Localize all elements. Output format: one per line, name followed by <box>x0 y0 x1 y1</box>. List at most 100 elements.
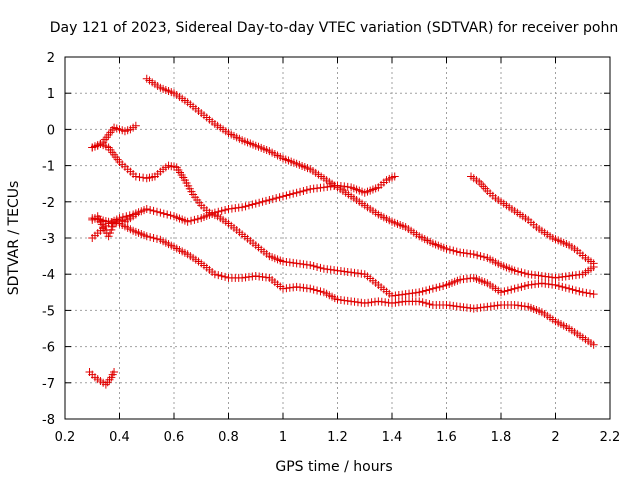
data-point <box>214 207 223 216</box>
x-tick-label: 1.6 <box>436 430 457 445</box>
y-tick-label: -2 <box>42 196 55 211</box>
data-point <box>514 267 523 276</box>
series-arc-upper-long <box>142 74 598 282</box>
data-point <box>241 202 250 211</box>
data-point <box>152 234 161 243</box>
data-point <box>445 245 454 254</box>
series-arc-bottom-left <box>85 367 119 389</box>
data-point <box>575 287 584 296</box>
data-point <box>163 210 172 219</box>
data-point <box>439 281 448 290</box>
y-tick-label: -6 <box>42 341 55 356</box>
data-point <box>296 187 305 196</box>
data-point <box>142 232 151 241</box>
data-point <box>554 281 563 290</box>
data-point <box>272 194 281 203</box>
x-tick-label: 1.2 <box>327 430 348 445</box>
data-point <box>469 250 478 259</box>
data-points <box>85 74 598 389</box>
data-point <box>481 184 490 193</box>
data-point <box>131 172 140 181</box>
data-point <box>479 182 488 191</box>
data-point <box>558 282 567 291</box>
y-tick-label: -8 <box>42 413 55 428</box>
axis-ticks: 0.2 0.4 0.6 0.8 1 1.2 1.4 1.6 1.8 2 2.2 2 1 0 -1 -2 -3 -4… <box>42 51 620 445</box>
data-point <box>415 297 424 306</box>
x-tick-label: 1.4 <box>382 430 403 445</box>
data-point <box>520 281 529 290</box>
data-point <box>449 246 458 255</box>
data-point <box>248 200 257 209</box>
data-point <box>476 252 485 261</box>
data-point <box>313 262 322 271</box>
data-point <box>442 244 451 253</box>
data-point <box>565 284 574 293</box>
grid <box>65 57 610 419</box>
y-tick-label: 2 <box>47 51 55 66</box>
data-point <box>425 285 434 294</box>
data-point <box>289 189 298 198</box>
data-point <box>586 289 595 298</box>
data-point <box>217 206 226 215</box>
data-point <box>428 284 437 293</box>
data-point <box>589 340 598 349</box>
data-point <box>261 196 270 205</box>
series-arc-middle <box>88 214 598 349</box>
data-point <box>152 207 161 216</box>
data-point <box>217 272 226 281</box>
data-point <box>507 285 516 294</box>
data-point <box>255 198 264 207</box>
y-axis-label: SDTVAR / TECUs <box>6 181 22 296</box>
data-point <box>107 225 116 234</box>
data-point <box>510 284 519 293</box>
series-arc-left-cross <box>88 210 140 241</box>
data-point <box>146 233 155 242</box>
data-point <box>279 192 287 201</box>
data-point <box>418 298 427 307</box>
data-point <box>275 193 284 202</box>
x-tick-label: 1.8 <box>491 430 512 445</box>
data-point <box>149 206 158 215</box>
data-point <box>589 290 598 299</box>
data-point <box>551 281 560 290</box>
data-point <box>265 195 274 204</box>
data-point <box>104 217 113 226</box>
data-point <box>309 285 318 294</box>
data-point <box>135 173 144 182</box>
data-point <box>268 195 277 204</box>
data-point <box>156 208 165 217</box>
series-arc-left-small <box>88 121 140 152</box>
data-point <box>479 253 488 262</box>
series-arc-rising <box>88 172 399 242</box>
data-point <box>422 299 431 308</box>
data-point <box>497 288 505 297</box>
data-point <box>517 268 526 277</box>
data-point <box>561 283 570 292</box>
x-axis-label: GPS time / hours <box>275 459 392 475</box>
data-point <box>251 199 260 208</box>
data-point <box>190 215 199 224</box>
y-tick-label: -4 <box>42 268 55 283</box>
data-point <box>500 287 509 296</box>
data-point <box>131 210 140 219</box>
data-point <box>452 247 461 256</box>
data-point <box>313 286 322 295</box>
data-point <box>110 367 119 376</box>
data-point <box>589 259 598 268</box>
data-point <box>306 284 315 293</box>
data-point <box>435 282 444 291</box>
data-point <box>146 205 155 214</box>
data-point <box>390 172 399 181</box>
data-point <box>418 287 427 296</box>
data-point <box>105 229 114 238</box>
data-point <box>221 272 230 281</box>
data-point <box>582 288 591 297</box>
data-point <box>477 180 486 189</box>
data-point <box>159 209 168 218</box>
data-point <box>415 288 424 297</box>
x-tick-label: 2.2 <box>600 430 621 445</box>
data-point <box>210 270 219 279</box>
x-tick-label: 0.6 <box>164 430 185 445</box>
data-point <box>238 203 247 212</box>
